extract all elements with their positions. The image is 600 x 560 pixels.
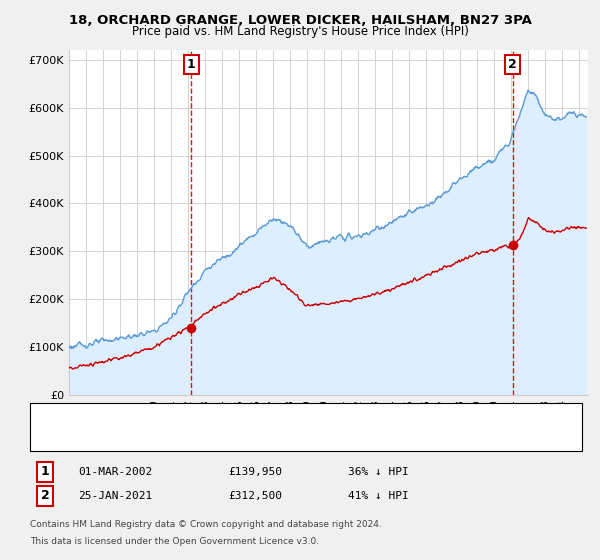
Text: 1: 1 xyxy=(41,465,49,478)
Text: HPI: Average price, detached house, Wealden: HPI: Average price, detached house, Weal… xyxy=(69,432,307,442)
Text: Price paid vs. HM Land Registry's House Price Index (HPI): Price paid vs. HM Land Registry's House … xyxy=(131,25,469,38)
Text: 18, ORCHARD GRANGE, LOWER DICKER, HAILSHAM, BN27 3PA: 18, ORCHARD GRANGE, LOWER DICKER, HAILSH… xyxy=(68,14,532,27)
Text: 41% ↓ HPI: 41% ↓ HPI xyxy=(348,491,409,501)
Text: ——: —— xyxy=(45,410,70,423)
Text: 2: 2 xyxy=(41,489,49,502)
Text: 36% ↓ HPI: 36% ↓ HPI xyxy=(348,466,409,477)
Text: 25-JAN-2021: 25-JAN-2021 xyxy=(78,491,152,501)
Text: ——: —— xyxy=(45,431,70,444)
Text: 01-MAR-2002: 01-MAR-2002 xyxy=(78,466,152,477)
Text: 2: 2 xyxy=(508,58,517,71)
Text: £312,500: £312,500 xyxy=(228,491,282,501)
Text: 18, ORCHARD GRANGE, LOWER DICKER, HAILSHAM, BN27 3PA (detached house): 18, ORCHARD GRANGE, LOWER DICKER, HAILSH… xyxy=(69,412,488,422)
Text: Contains HM Land Registry data © Crown copyright and database right 2024.: Contains HM Land Registry data © Crown c… xyxy=(30,520,382,529)
Text: This data is licensed under the Open Government Licence v3.0.: This data is licensed under the Open Gov… xyxy=(30,537,319,546)
Text: £139,950: £139,950 xyxy=(228,466,282,477)
Text: 1: 1 xyxy=(187,58,196,71)
